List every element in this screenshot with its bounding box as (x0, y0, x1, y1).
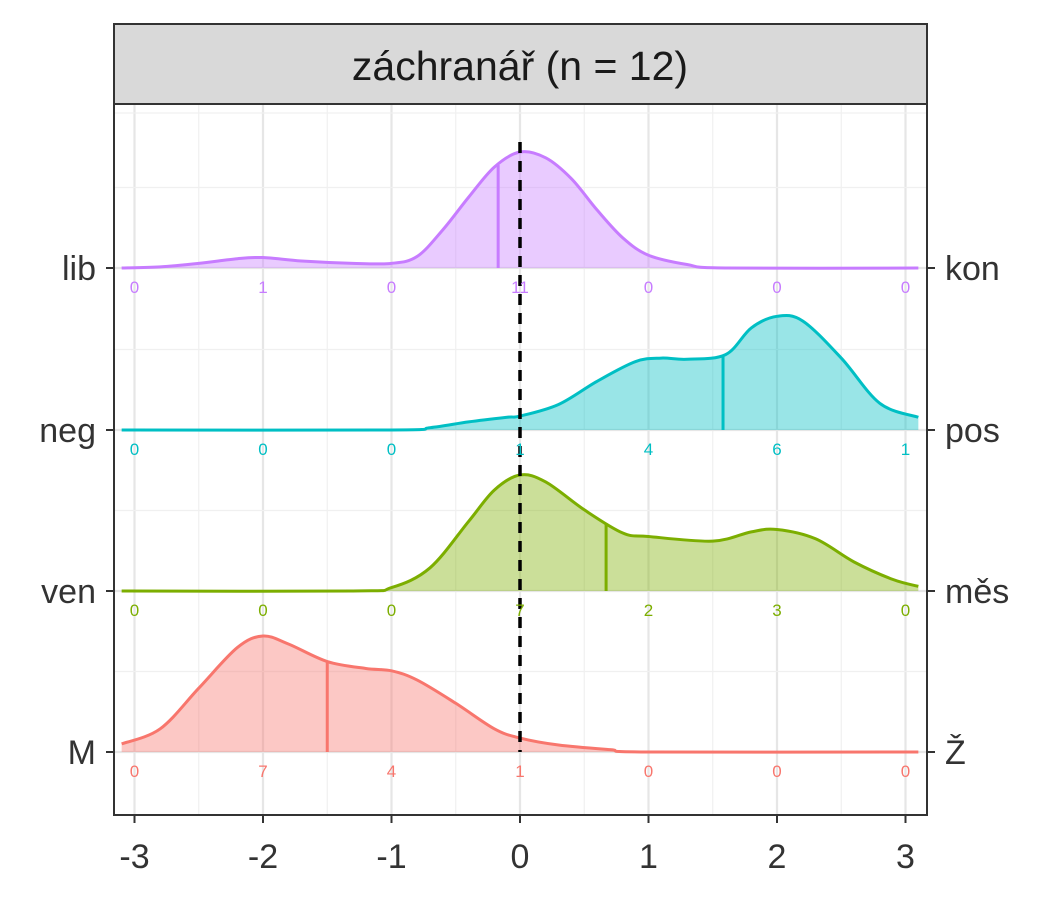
ridge-area (121, 315, 919, 431)
x-tick-label: 1 (639, 838, 658, 876)
x-tick-label: 2 (768, 838, 787, 876)
y-label-right: kon (945, 250, 1000, 288)
facet-title: záchranář (n = 12) (352, 43, 688, 89)
count-label: 0 (387, 440, 396, 459)
count-label: 0 (901, 601, 910, 620)
count-labels: 0 7 4 1 0 0 0 0 0 0 7 2 3 0 0 0 0 1 4 6 1 0 1 0 11 0 0 0 (130, 278, 910, 781)
count-label: 1 (515, 440, 524, 459)
x-tick-label: 3 (896, 838, 915, 876)
count-label: 0 (644, 762, 653, 781)
count-label: 0 (258, 601, 267, 620)
y-label-right: měs (945, 573, 1009, 611)
y-label-right: pos (945, 412, 1000, 450)
ridge-line (121, 473, 919, 593)
x-tick-label: -3 (119, 838, 149, 876)
count-label: 0 (130, 762, 139, 781)
count-label: 0 (387, 601, 396, 620)
y-label-left: ven (41, 573, 96, 611)
count-label: 4 (387, 762, 396, 781)
count-label: 0 (130, 601, 139, 620)
ridge-line (121, 634, 919, 754)
count-label: 0 (258, 440, 267, 459)
y-label-left: M (68, 734, 96, 772)
x-tick-label: 0 (511, 838, 530, 876)
count-label: 0 (901, 278, 910, 297)
count-label: 11 (511, 278, 529, 297)
y-label-left: neg (39, 412, 96, 450)
count-label: 0 (772, 762, 781, 781)
x-tick-label: -2 (248, 838, 278, 876)
x-tick-label: -1 (376, 838, 406, 876)
count-label: 4 (644, 440, 653, 459)
count-label: 0 (772, 278, 781, 297)
count-label: 1 (258, 278, 267, 297)
count-label: 1 (515, 762, 524, 781)
count-label: 0 (130, 278, 139, 297)
count-label: 7 (515, 601, 524, 620)
count-label: 0 (387, 278, 396, 297)
count-label: 0 (130, 440, 139, 459)
ridge-line (121, 150, 919, 270)
count-label: 6 (772, 440, 781, 459)
count-label: 3 (772, 601, 781, 620)
count-label: 0 (644, 278, 653, 297)
count-label: 2 (644, 601, 653, 620)
ridge-line (121, 313, 919, 432)
count-label: 7 (258, 762, 267, 781)
facet-strip (113, 23, 928, 105)
ridge-area (121, 635, 919, 753)
y-label-left: lib (62, 250, 96, 288)
count-label: 1 (901, 440, 910, 459)
count-label: 0 (901, 762, 910, 781)
y-label-right: Ž (945, 734, 966, 772)
